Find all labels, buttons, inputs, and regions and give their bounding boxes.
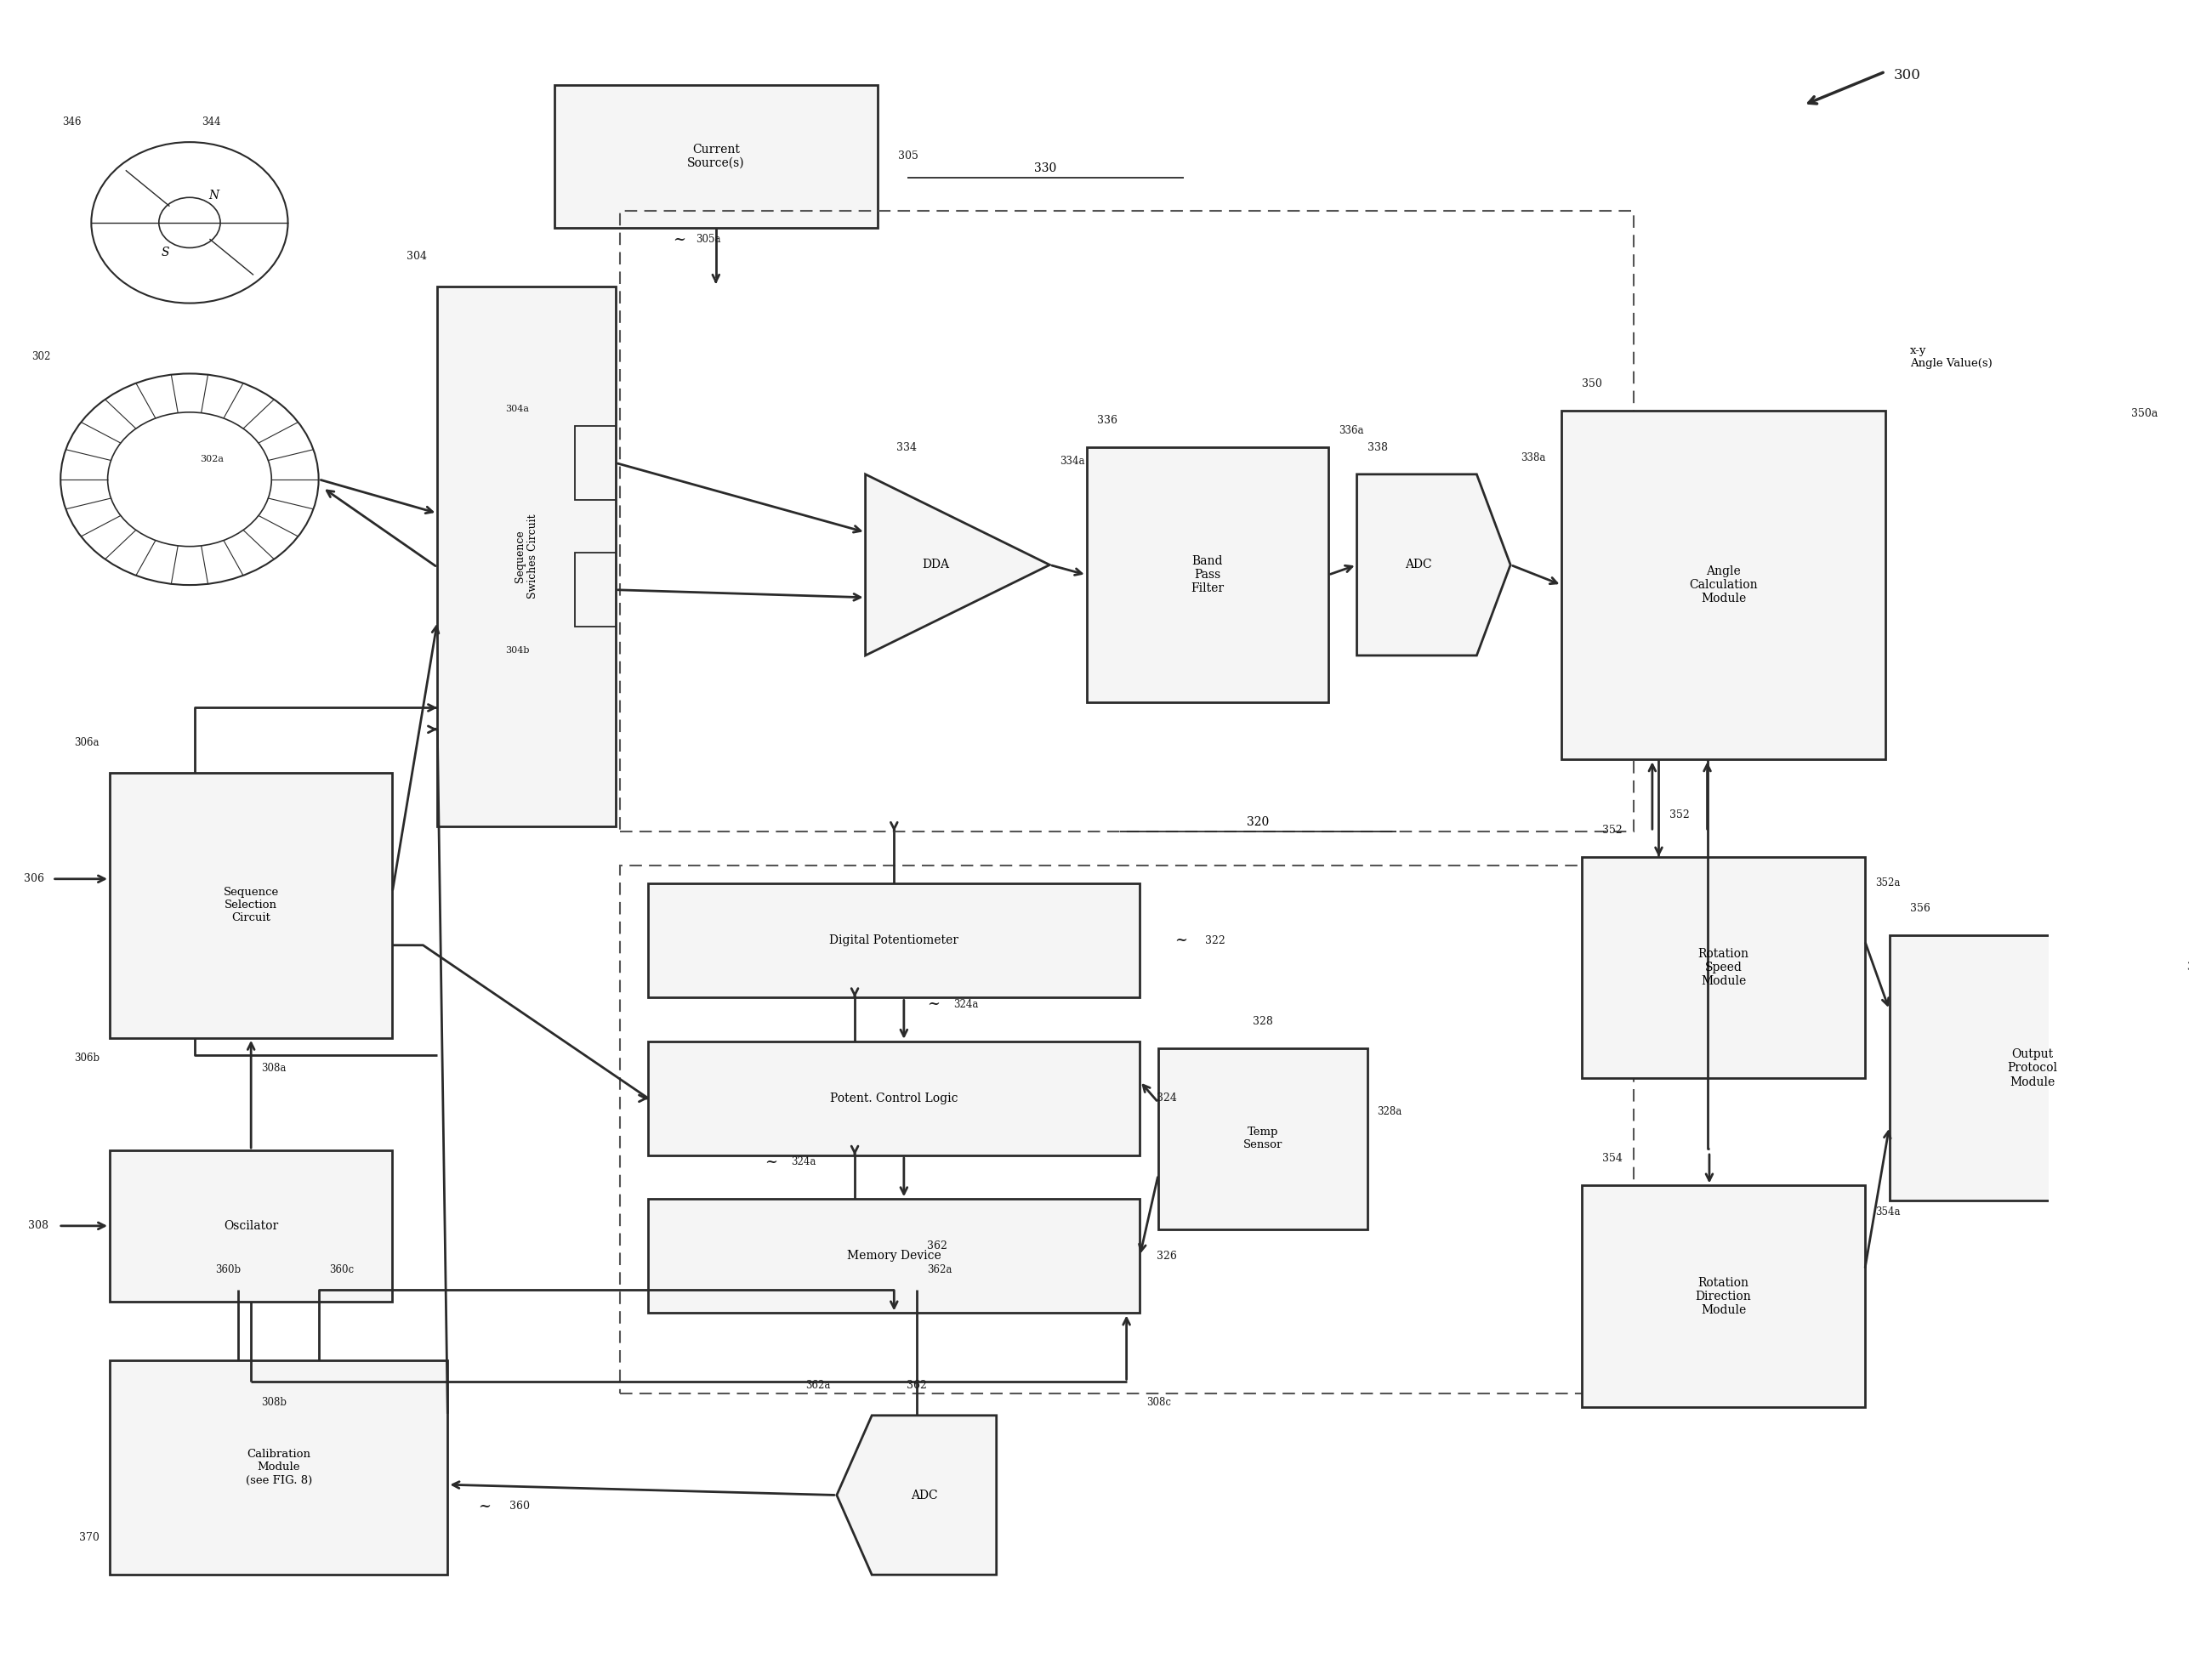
- Text: ~: ~: [764, 1154, 777, 1169]
- FancyBboxPatch shape: [438, 286, 615, 827]
- Text: 308: 308: [28, 1220, 48, 1231]
- Text: Oscilator: Oscilator: [223, 1220, 278, 1231]
- Text: 352: 352: [1602, 825, 1622, 835]
- Text: 300: 300: [1893, 67, 1920, 82]
- Text: Rotation
Direction
Module: Rotation Direction Module: [1696, 1277, 1751, 1315]
- FancyBboxPatch shape: [1086, 447, 1329, 702]
- Text: 305: 305: [897, 151, 919, 161]
- Text: Memory Device: Memory Device: [847, 1250, 941, 1262]
- Text: 362: 362: [926, 1240, 948, 1252]
- Polygon shape: [865, 474, 1051, 655]
- Text: 304: 304: [407, 250, 427, 262]
- FancyBboxPatch shape: [1583, 1186, 1865, 1408]
- Text: 306b: 306b: [74, 1053, 99, 1063]
- Polygon shape: [836, 1416, 996, 1574]
- Text: 360b: 360b: [215, 1263, 241, 1275]
- FancyBboxPatch shape: [1889, 936, 2176, 1201]
- Text: 324a: 324a: [952, 1000, 978, 1010]
- FancyBboxPatch shape: [109, 773, 392, 1038]
- FancyBboxPatch shape: [109, 1151, 392, 1302]
- Text: 304b: 304b: [506, 645, 530, 655]
- Text: ~: ~: [1173, 932, 1186, 948]
- Text: 324a: 324a: [790, 1156, 816, 1168]
- Text: 328a: 328a: [1377, 1105, 1403, 1117]
- Text: 306: 306: [24, 874, 44, 884]
- Text: 370: 370: [79, 1532, 99, 1544]
- Text: ADC: ADC: [911, 1488, 939, 1500]
- Text: Output
Protocol
Module: Output Protocol Module: [2007, 1048, 2058, 1089]
- FancyBboxPatch shape: [1561, 410, 1885, 759]
- Text: 336a: 336a: [1337, 425, 1364, 437]
- FancyBboxPatch shape: [648, 1200, 1140, 1314]
- Text: 302a: 302a: [199, 455, 223, 464]
- Text: 344: 344: [201, 116, 221, 128]
- Text: 320: 320: [1248, 816, 1270, 828]
- Text: 338a: 338a: [1521, 452, 1545, 464]
- FancyBboxPatch shape: [574, 427, 615, 499]
- Text: ~: ~: [477, 1499, 490, 1514]
- Text: ~: ~: [926, 996, 939, 1011]
- Text: 336: 336: [1097, 415, 1116, 427]
- Text: DDA: DDA: [922, 559, 950, 571]
- Text: 326: 326: [1156, 1250, 1175, 1262]
- Text: x-y
Angle Value(s): x-y Angle Value(s): [1909, 344, 1992, 368]
- FancyBboxPatch shape: [648, 884, 1140, 998]
- FancyBboxPatch shape: [574, 553, 615, 627]
- Text: 308a: 308a: [260, 1063, 287, 1074]
- Text: 350: 350: [1583, 378, 1602, 390]
- Text: 346: 346: [61, 116, 81, 128]
- Text: Band
Pass
Filter: Band Pass Filter: [1191, 554, 1224, 595]
- Text: 334: 334: [895, 442, 917, 454]
- Text: Calibration
Module
(see FIG. 8): Calibration Module (see FIG. 8): [245, 1450, 313, 1485]
- Text: ADC: ADC: [1405, 559, 1432, 571]
- Text: 324: 324: [1156, 1092, 1175, 1104]
- FancyBboxPatch shape: [1158, 1048, 1368, 1230]
- Text: 352a: 352a: [1876, 879, 1900, 889]
- Text: 304a: 304a: [506, 405, 530, 413]
- Text: 360c: 360c: [331, 1263, 355, 1275]
- Text: Sequence
Selection
Circuit: Sequence Selection Circuit: [223, 887, 278, 924]
- Polygon shape: [1357, 474, 1510, 655]
- Text: Angle
Calculation
Module: Angle Calculation Module: [1690, 564, 1758, 605]
- FancyBboxPatch shape: [109, 1361, 447, 1574]
- Text: 306a: 306a: [74, 738, 99, 748]
- Text: 352: 352: [1668, 810, 1690, 820]
- Text: N: N: [208, 190, 219, 202]
- Text: Digital Potentiometer: Digital Potentiometer: [830, 934, 959, 946]
- Text: 356: 356: [1909, 904, 1931, 914]
- Text: 308b: 308b: [260, 1396, 287, 1408]
- FancyBboxPatch shape: [554, 86, 878, 228]
- Text: Sequence
Swiches Circuit: Sequence Swiches Circuit: [514, 514, 538, 598]
- Text: Temp
Sensor: Temp Sensor: [1243, 1127, 1283, 1151]
- Text: 356a: 356a: [2187, 963, 2189, 973]
- Text: 354: 354: [1602, 1152, 1622, 1164]
- Text: Rotation
Speed
Module: Rotation Speed Module: [1699, 948, 1749, 988]
- Text: 334a: 334a: [1059, 455, 1086, 467]
- Text: ~: ~: [672, 232, 685, 247]
- Text: 308c: 308c: [1147, 1396, 1171, 1408]
- Text: 305a: 305a: [696, 234, 720, 245]
- Text: 362: 362: [906, 1379, 926, 1391]
- Text: 350a: 350a: [2130, 408, 2158, 420]
- Text: 354a: 354a: [1876, 1206, 1900, 1218]
- FancyBboxPatch shape: [1583, 857, 1865, 1079]
- Text: 362a: 362a: [806, 1379, 830, 1391]
- Text: 330: 330: [1033, 161, 1057, 175]
- Text: 302: 302: [31, 351, 50, 363]
- Text: 360: 360: [510, 1500, 530, 1512]
- Text: 362a: 362a: [926, 1263, 952, 1275]
- Text: Potent. Control Logic: Potent. Control Logic: [830, 1092, 959, 1104]
- FancyBboxPatch shape: [648, 1042, 1140, 1156]
- Text: Current
Source(s): Current Source(s): [687, 143, 744, 170]
- Text: 338: 338: [1368, 442, 1388, 454]
- Text: S: S: [162, 247, 169, 259]
- Text: 322: 322: [1206, 936, 1226, 946]
- Text: 328: 328: [1252, 1016, 1272, 1026]
